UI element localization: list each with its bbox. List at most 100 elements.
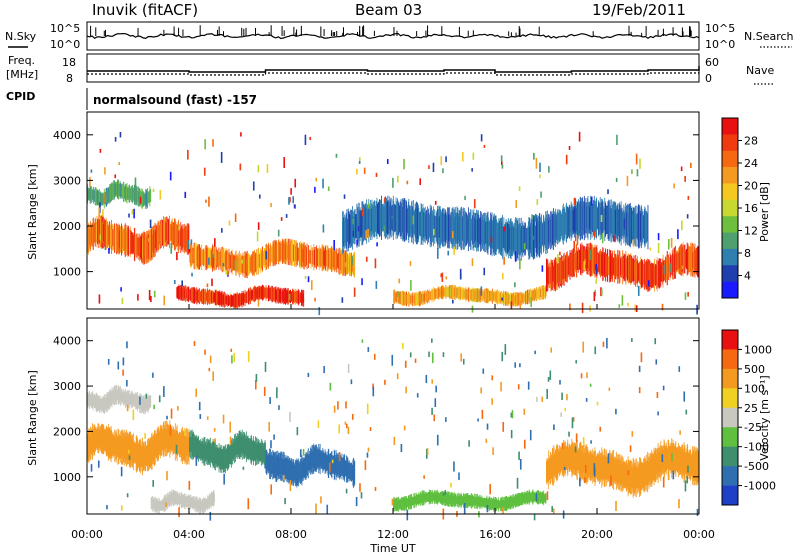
data-cell bbox=[187, 429, 189, 465]
data-cell bbox=[272, 287, 274, 301]
data-cell bbox=[283, 239, 285, 264]
data-cell bbox=[470, 209, 472, 250]
data-cell bbox=[316, 446, 318, 470]
data-cell bbox=[215, 444, 217, 467]
data-cell bbox=[182, 227, 184, 249]
data-cell bbox=[474, 213, 476, 248]
data-cell bbox=[501, 497, 502, 512]
data-cell bbox=[612, 250, 614, 283]
data-cell bbox=[175, 492, 177, 504]
data-cell bbox=[504, 496, 506, 511]
data-cell bbox=[139, 233, 141, 262]
data-cell bbox=[532, 489, 534, 505]
data-point bbox=[193, 341, 196, 347]
data-point bbox=[163, 386, 165, 397]
data-point bbox=[206, 283, 209, 288]
data-cell bbox=[124, 186, 126, 199]
data-cell bbox=[441, 211, 442, 244]
data-point bbox=[170, 242, 173, 254]
data-cell bbox=[209, 290, 211, 304]
data-cell bbox=[90, 426, 92, 461]
data-cell bbox=[433, 493, 435, 501]
data-cell bbox=[383, 206, 385, 229]
data-cell bbox=[444, 494, 446, 503]
data-point bbox=[315, 177, 318, 182]
data-point bbox=[553, 424, 555, 431]
data-point bbox=[347, 363, 350, 373]
data-cell bbox=[678, 450, 680, 470]
data-point bbox=[686, 476, 689, 483]
data-point bbox=[492, 447, 494, 455]
data-cell bbox=[375, 205, 377, 232]
data-cell bbox=[120, 388, 122, 405]
data-cell bbox=[246, 253, 248, 276]
data-cell bbox=[227, 294, 229, 307]
data-cell bbox=[285, 457, 286, 479]
data-cell bbox=[387, 200, 388, 235]
data-cell bbox=[226, 447, 228, 469]
data-cell bbox=[458, 288, 460, 298]
data-cell bbox=[321, 249, 322, 266]
data-point bbox=[152, 479, 154, 487]
data-cell bbox=[340, 457, 342, 475]
colorbar-tick-label: 25 bbox=[744, 402, 758, 415]
data-cell bbox=[259, 286, 261, 299]
data-cell bbox=[111, 392, 112, 404]
data-cell bbox=[229, 252, 231, 271]
data-cell bbox=[108, 221, 110, 251]
data-cell bbox=[464, 289, 466, 299]
data-cell bbox=[479, 219, 481, 244]
data-cell bbox=[615, 459, 616, 482]
data-cell bbox=[558, 256, 560, 289]
data-point bbox=[546, 388, 548, 399]
data-cell bbox=[148, 438, 149, 472]
data-cell bbox=[484, 498, 486, 507]
data-cell bbox=[583, 443, 585, 483]
data-point bbox=[195, 455, 198, 466]
data-cell bbox=[106, 425, 107, 457]
data-cell bbox=[126, 429, 128, 467]
data-cell bbox=[172, 489, 174, 506]
data-cell bbox=[141, 192, 143, 205]
data-cell bbox=[671, 254, 673, 275]
data-cell bbox=[238, 255, 239, 273]
data-cell bbox=[384, 196, 386, 239]
data-cell bbox=[299, 290, 301, 305]
data-cell bbox=[587, 243, 589, 275]
data-cell bbox=[513, 293, 515, 306]
data-cell bbox=[630, 206, 632, 245]
data-cell bbox=[386, 201, 388, 234]
data-cell bbox=[298, 291, 300, 304]
data-cell bbox=[519, 292, 521, 306]
data-cell bbox=[517, 493, 519, 507]
data-cell bbox=[135, 185, 137, 206]
data-cell bbox=[276, 455, 278, 476]
data-cell bbox=[621, 456, 623, 491]
data-cell bbox=[116, 435, 118, 457]
data-cell bbox=[148, 229, 150, 263]
data-cell bbox=[125, 185, 127, 200]
data-cell bbox=[685, 250, 687, 267]
data-cell bbox=[127, 433, 129, 464]
data-cell bbox=[538, 286, 540, 300]
data-cell bbox=[476, 496, 478, 507]
data-cell bbox=[657, 450, 659, 477]
data-cell bbox=[165, 427, 167, 450]
data-cell bbox=[267, 455, 269, 471]
data-cell bbox=[478, 214, 480, 248]
data-cell bbox=[445, 285, 447, 299]
data-cell bbox=[268, 245, 270, 266]
data-cell bbox=[639, 261, 641, 285]
data-cell bbox=[647, 451, 649, 493]
data-cell bbox=[673, 447, 675, 470]
data-point bbox=[266, 164, 269, 173]
data-cell bbox=[518, 292, 520, 306]
data-cell bbox=[201, 498, 203, 514]
data-point bbox=[519, 258, 521, 270]
data-point bbox=[119, 131, 122, 138]
data-cell bbox=[685, 249, 687, 269]
data-point bbox=[372, 386, 375, 397]
data-cell bbox=[153, 496, 155, 512]
data-cell bbox=[183, 229, 185, 248]
data-cell bbox=[345, 213, 347, 249]
